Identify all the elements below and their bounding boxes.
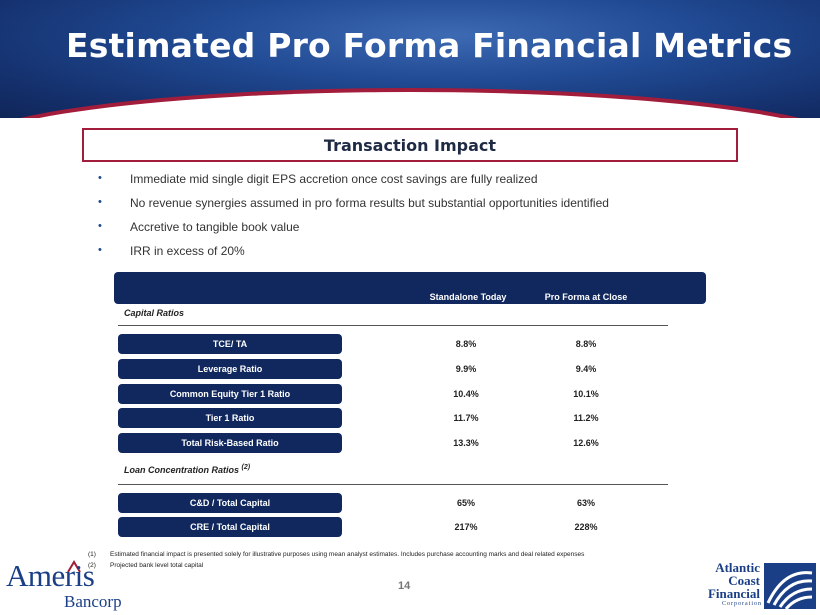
section-label-loan-concentration: Loan Concentration Ratios (2) <box>124 464 250 475</box>
bullet-item: • Accretive to tangible book value <box>98 220 778 244</box>
ameris-bancorp-logo: Ameris Bancorp <box>6 558 156 612</box>
footnote-number: (2) <box>88 562 96 569</box>
value-pro-forma: 8.8% <box>575 339 597 349</box>
transaction-impact-box: Transaction Impact <box>82 128 738 162</box>
value-standalone: 11.7% <box>453 413 479 423</box>
acf-wordmark: Atlantic Coast Financial <box>708 561 760 600</box>
bullet-text: No revenue synergies assumed in pro form… <box>130 196 609 210</box>
bullet-item: • No revenue synergies assumed in pro for… <box>98 196 778 220</box>
footnote-number: (1) <box>88 551 96 558</box>
value-standalone: 8.8% <box>455 339 477 349</box>
bullet-icon: • <box>98 196 102 208</box>
value-standalone: 13.3% <box>453 438 479 448</box>
ameris-wordmark: Ameris <box>6 558 95 593</box>
value-standalone: 65% <box>456 498 475 508</box>
value-standalone: 10.4% <box>453 389 479 399</box>
bullet-text: Immediate mid single digit EPS accretion… <box>130 172 538 186</box>
table-header-bar <box>114 272 706 304</box>
value-standalone: 9.9% <box>455 364 477 374</box>
footnote-text: Projected bank level total capital <box>110 562 204 569</box>
page-number: 14 <box>398 580 411 592</box>
value-pro-forma: 228% <box>574 522 598 532</box>
column-header-standalone: Standalone Today <box>429 292 507 302</box>
value-pro-forma: 9.4% <box>575 364 597 374</box>
value-pro-forma: 10.1% <box>573 389 599 399</box>
metric-label-total-risk-based-ratio: Total Risk-Based Ratio <box>118 433 342 453</box>
footnote-text: Estimated financial impact is presented … <box>110 551 585 558</box>
metric-label-tier1-ratio: Tier 1 Ratio <box>118 408 342 428</box>
section-label-capital-ratios: Capital Ratios <box>124 308 185 318</box>
ameris-logo-graphic <box>67 560 81 573</box>
section-divider <box>118 325 668 326</box>
column-header-pro-forma: Pro Forma at Close <box>544 292 628 302</box>
bullet-text: IRR in excess of 20% <box>130 244 245 258</box>
bullet-icon: • <box>98 172 102 184</box>
value-pro-forma: 12.6% <box>573 438 599 448</box>
bullet-text: Accretive to tangible book value <box>130 220 300 234</box>
bullet-item: • Immediate mid single digit EPS accretio… <box>98 172 778 196</box>
ameris-bancorp-text: Bancorp <box>64 592 122 611</box>
acf-line: Financial <box>707 586 760 601</box>
footnote-item: (2) Projected bank level total capital <box>88 560 584 571</box>
acf-corporation-text: Corporation <box>722 601 762 607</box>
header-white-swoosh <box>0 92 820 118</box>
impact-bullet-list: • Immediate mid single digit EPS accretio… <box>98 172 778 268</box>
bullet-icon: • <box>98 220 102 232</box>
acf-line: Coast <box>728 573 760 588</box>
footnote-marker: (2) <box>241 464 251 471</box>
acf-line: Atlantic <box>715 560 760 575</box>
metric-label-cre-total-capital: CRE / Total Capital <box>118 517 342 537</box>
metric-label-cet1-ratio: Common Equity Tier 1 Ratio <box>118 384 342 404</box>
footnotes: (1) Estimated financial impact is present… <box>88 549 584 571</box>
metric-label-tce-ta: TCE/ TA <box>118 334 342 354</box>
metric-label-leverage-ratio: Leverage Ratio <box>118 359 342 379</box>
acf-wave-icon <box>764 563 816 609</box>
value-pro-forma: 11.2% <box>573 413 599 423</box>
metric-label-cd-total-capital: C&D / Total Capital <box>118 493 342 513</box>
transaction-impact-title: Transaction Impact <box>323 135 497 155</box>
bullet-icon: • <box>98 244 102 256</box>
value-standalone: 217% <box>454 522 478 532</box>
loan-section-label-text: Loan Concentration Ratios <box>124 465 240 475</box>
footnote-item: (1) Estimated financial impact is present… <box>88 549 584 560</box>
bullet-item: • IRR in excess of 20% <box>98 244 778 268</box>
value-pro-forma: 63% <box>576 498 595 508</box>
section-divider <box>118 484 668 485</box>
atlantic-coast-financial-logo: Atlantic Coast Financial Corporation <box>694 559 816 611</box>
slide-header: Estimated Pro Forma Financial Metrics <box>0 0 820 118</box>
page-title: Estimated Pro Forma Financial Metrics <box>66 26 793 65</box>
